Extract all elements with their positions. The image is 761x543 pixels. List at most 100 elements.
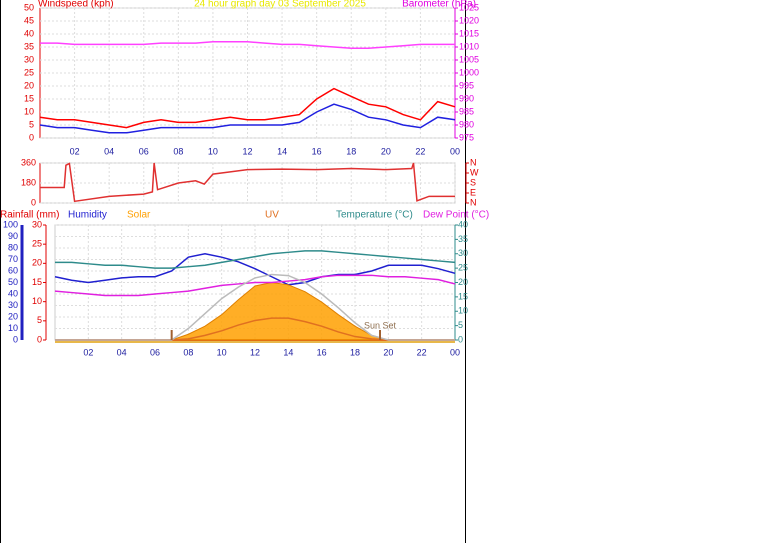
y-tick-label: W <box>470 167 479 177</box>
series-line <box>39 103 456 134</box>
y-tick-label: N <box>470 157 477 167</box>
y-tick-label: 30 <box>32 219 42 229</box>
y-tick-label: 50 <box>8 277 18 287</box>
y-tick-label: 20 <box>458 277 468 287</box>
y-tick-label: 0 <box>31 197 36 207</box>
y-tick-label: 30 <box>24 54 34 64</box>
y-tick-label: 60 <box>8 265 18 275</box>
x-tick-label: 08 <box>183 347 193 357</box>
y-tick-label: 1010 <box>459 41 479 51</box>
y-tick-label: 35 <box>458 234 468 244</box>
x-tick-label: 06 <box>150 347 160 357</box>
y-tick-label: 70 <box>8 254 18 264</box>
series-line <box>40 41 455 50</box>
y-tick-label: 0 <box>29 132 34 142</box>
legend-entry: Solar <box>127 210 151 221</box>
y-tick-label: 90 <box>8 231 18 241</box>
y-tick-label: S <box>470 177 476 187</box>
y-tick-label: 1000 <box>459 67 479 77</box>
y-tick-label: 990 <box>459 93 474 103</box>
y-axis-label: Windspeed (kph) <box>38 0 114 10</box>
y-tick-label: 360 <box>21 157 36 167</box>
y-tick-label: 15 <box>24 93 34 103</box>
series-line <box>40 162 455 203</box>
x-tick-label: 06 <box>139 146 149 156</box>
y-tick-label: 995 <box>459 80 474 90</box>
y-tick-label: 20 <box>32 258 42 268</box>
y-tick-label: 980 <box>459 119 474 129</box>
y-tick-label: N <box>470 197 477 207</box>
y-tick-label: 975 <box>459 132 474 142</box>
legend-entry: Humidity <box>68 210 107 221</box>
y-tick-label: 1005 <box>459 54 479 64</box>
x-tick-label: 02 <box>70 146 80 156</box>
y-tick-label: 40 <box>8 288 18 298</box>
y-tick-label: 40 <box>458 219 468 229</box>
x-tick-label: 04 <box>117 347 127 357</box>
y-tick-label: E <box>470 187 476 197</box>
series-line <box>55 250 456 269</box>
y-tick-label: 30 <box>458 248 468 258</box>
y-tick-label: 1015 <box>459 28 479 38</box>
x-tick-label: 20 <box>381 146 391 156</box>
y-tick-label: 100 <box>3 219 18 229</box>
y-tick-label: 5 <box>458 320 463 330</box>
x-tick-label: 12 <box>250 347 260 357</box>
y-tick-label: 25 <box>24 67 34 77</box>
y-tick-label: 80 <box>8 242 18 252</box>
x-tick-label: 18 <box>350 347 360 357</box>
y-tick-label: 45 <box>24 15 34 25</box>
y-tick-label: 35 <box>24 41 34 51</box>
y-tick-label: 40 <box>24 28 34 38</box>
x-tick-label: 02 <box>83 347 93 357</box>
y-tick-label: 25 <box>32 239 42 249</box>
y-tick-label: 5 <box>37 315 42 325</box>
x-tick-label: 08 <box>173 146 183 156</box>
y-tick-label: 10 <box>458 306 468 316</box>
x-tick-label: 16 <box>317 347 327 357</box>
y-tick-label: 5 <box>29 119 34 129</box>
y2-axis-label: Barometer (hPa) <box>402 0 476 10</box>
y-tick-label: 0 <box>13 334 18 344</box>
y-tick-label: 20 <box>24 80 34 90</box>
y-tick-label: 15 <box>32 277 42 287</box>
y-tick-label: 1020 <box>459 15 479 25</box>
x-tick-label: 16 <box>312 146 322 156</box>
y-tick-label: 1025 <box>459 2 479 12</box>
x-tick-label: 20 <box>383 347 393 357</box>
series-line <box>39 87 456 129</box>
y-tick-label: 10 <box>24 106 34 116</box>
series-line <box>54 274 456 297</box>
legend-entry: Rainfall (mm) <box>0 210 59 221</box>
x-tick-label: 04 <box>104 146 114 156</box>
x-axis-band <box>55 339 455 343</box>
x-tick-label: 18 <box>346 146 356 156</box>
y-tick-label: 50 <box>24 2 34 12</box>
y-tick-label: 10 <box>32 296 42 306</box>
series-line <box>54 252 456 286</box>
x-tick-label: 22 <box>415 146 425 156</box>
x-tick-label: 10 <box>217 347 227 357</box>
x-tick-label: 12 <box>242 146 252 156</box>
series-line <box>55 273 455 341</box>
legend-entry: UV <box>265 210 279 221</box>
legend-entry: Dew Point (°C) <box>423 210 489 221</box>
y-tick-label: 30 <box>8 300 18 310</box>
y-tick-label: 985 <box>459 106 474 116</box>
x-tick-label: 14 <box>277 146 287 156</box>
x-tick-label: 14 <box>283 347 293 357</box>
x-tick-label: 10 <box>208 146 218 156</box>
x-tick-label: 00 <box>450 146 460 156</box>
y-tick-label: 0 <box>37 334 42 344</box>
legend-entry: Temperature (°C) <box>336 210 413 221</box>
y-tick-label: 15 <box>458 291 468 301</box>
y-tick-label: 10 <box>8 323 18 333</box>
y-tick-label: 180 <box>21 177 36 187</box>
y-tick-label: 0 <box>458 334 463 344</box>
y-tick-label: 20 <box>8 311 18 321</box>
x-tick-label: 22 <box>417 347 427 357</box>
chart-title: 24 hour graph day 03 September 2025 <box>194 0 366 10</box>
annotation: Sun Set <box>364 320 397 330</box>
